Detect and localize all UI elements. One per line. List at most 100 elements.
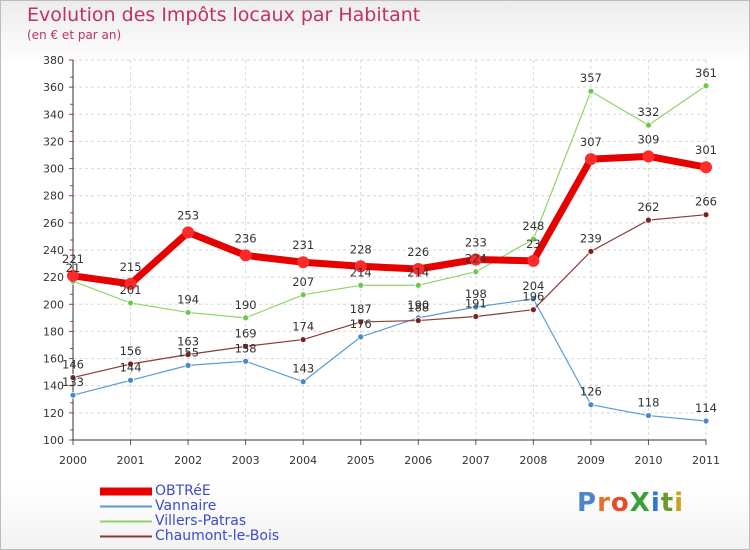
x-tick-label: 2011 <box>692 454 720 467</box>
y-tick-label: 160 <box>43 353 64 366</box>
data-label: 253 <box>177 208 199 222</box>
data-label: 146 <box>62 358 84 372</box>
data-label: 214 <box>350 265 372 279</box>
data-point <box>67 269 79 282</box>
data-point <box>299 336 307 343</box>
data-label: 228 <box>350 242 372 256</box>
data-label: 231 <box>292 238 314 252</box>
data-point <box>354 260 367 273</box>
data-point <box>127 299 134 307</box>
y-tick-label: 320 <box>43 135 64 148</box>
logo-letter: i <box>674 488 685 518</box>
data-label: 114 <box>695 401 717 415</box>
legend: OBTRéE Vannaire Villers-Patras Chaumont-… <box>100 484 279 544</box>
data-label: 190 <box>235 298 257 312</box>
data-label: 332 <box>637 105 659 119</box>
data-point <box>645 412 652 419</box>
data-point <box>184 351 192 358</box>
data-label: 169 <box>235 326 257 340</box>
y-tick-label: 200 <box>43 298 64 311</box>
data-point <box>702 417 710 425</box>
data-label: 214 <box>407 265 429 279</box>
data-label: 163 <box>177 335 199 349</box>
logo-letter: X <box>629 488 651 518</box>
data-label: 204 <box>522 279 544 293</box>
data-point <box>69 374 77 381</box>
data-label: 158 <box>235 341 257 355</box>
y-tick-label: 380 <box>43 54 64 67</box>
legend-swatch <box>100 520 152 523</box>
series-line-3 <box>72 214 707 379</box>
grid <box>72 59 707 441</box>
data-point <box>587 401 595 409</box>
x-tick-label: 2002 <box>174 454 202 467</box>
y-tick-label: 280 <box>43 190 64 203</box>
data-label: 201 <box>120 283 142 297</box>
data-label: 196 <box>522 290 544 304</box>
data-label: 190 <box>407 298 429 312</box>
data-point <box>587 247 595 255</box>
x-tick-label: 2008 <box>519 454 547 467</box>
y-tick-label: 360 <box>43 81 64 94</box>
data-point <box>645 121 652 129</box>
data-label: 301 <box>695 143 717 157</box>
legend-item-obtree[interactable]: OBTRéE <box>100 484 279 499</box>
data-point <box>414 281 422 289</box>
chart-subtitle: (en € et par an) <box>27 28 122 42</box>
data-label: 262 <box>637 200 659 214</box>
data-label: 236 <box>235 231 257 245</box>
data-label: 23 <box>526 237 541 251</box>
data-point <box>239 249 252 262</box>
data-label: 215 <box>120 260 142 274</box>
logo-letter: i <box>650 488 661 518</box>
legend-item-chaumont-le-bois[interactable]: Chaumont-le-Bois <box>100 529 279 544</box>
x-tick-label: 2003 <box>232 454 260 467</box>
data-label: 21 <box>66 261 81 275</box>
data-label: 239 <box>580 231 602 245</box>
data-label: 133 <box>62 375 84 389</box>
legend-label: OBTRéE <box>155 483 211 499</box>
logo-letter: o <box>610 488 630 518</box>
data-label: 233 <box>465 236 487 250</box>
data-label: 187 <box>350 302 372 316</box>
series-line-2 <box>72 85 707 319</box>
y-tick-label: 100 <box>43 434 64 447</box>
x-tick-label: 2000 <box>59 454 87 467</box>
data-point <box>700 161 712 174</box>
line-chart: 100 120 140 160 180 200 220 240 260 280 300 320 340 3… <box>43 54 720 467</box>
axes: 100 120 140 160 180 200 220 240 260 280 300 320 340 3… <box>43 54 720 467</box>
data-point <box>357 333 365 341</box>
data-point <box>357 281 365 289</box>
data-point <box>69 391 77 399</box>
data-point <box>242 342 250 350</box>
plot-area <box>73 60 706 440</box>
data-point <box>182 226 195 239</box>
data-point <box>357 318 365 326</box>
data-label: 143 <box>292 362 314 376</box>
data-point <box>645 216 652 224</box>
data-point <box>184 309 192 316</box>
y-tick-label: 120 <box>43 407 64 420</box>
data-point <box>299 378 307 386</box>
data-label: 156 <box>120 344 142 358</box>
legend-item-vannaire[interactable]: Vannaire <box>100 499 279 514</box>
data-label: 224 <box>465 252 487 266</box>
logo-letter: r <box>597 488 611 518</box>
data-label: 144 <box>120 360 142 374</box>
data-point <box>472 268 480 276</box>
series-line-1 <box>72 298 707 422</box>
x-tick-label: 2005 <box>347 454 375 467</box>
y-tick-label: 220 <box>43 271 64 284</box>
data-labels: 133 144 155 158 143 176 190 198 204 126 118 114 21 20… <box>62 66 717 415</box>
data-point <box>469 253 482 266</box>
data-point <box>529 295 537 303</box>
series-lines <box>69 85 710 422</box>
data-point <box>184 361 192 369</box>
data-label: 118 <box>637 396 659 410</box>
data-label: 207 <box>292 275 314 289</box>
data-point <box>297 256 310 269</box>
logo-letter: t <box>660 488 675 518</box>
logo-letter: P <box>577 488 598 518</box>
data-label: 248 <box>522 219 544 233</box>
legend-item-villers-patras[interactable]: Villers-Patras <box>100 514 279 529</box>
